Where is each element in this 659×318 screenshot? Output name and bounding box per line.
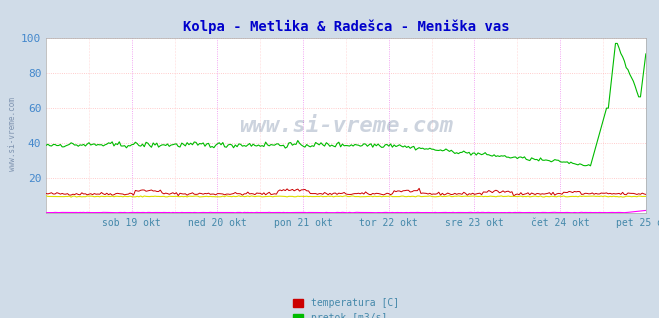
Text: www.si-vreme.com: www.si-vreme.com <box>239 116 453 135</box>
Title: Kolpa - Metlika & Radešca - Meniška vas: Kolpa - Metlika & Radešca - Meniška vas <box>183 20 509 34</box>
Text: www.si-vreme.com: www.si-vreme.com <box>8 97 17 170</box>
